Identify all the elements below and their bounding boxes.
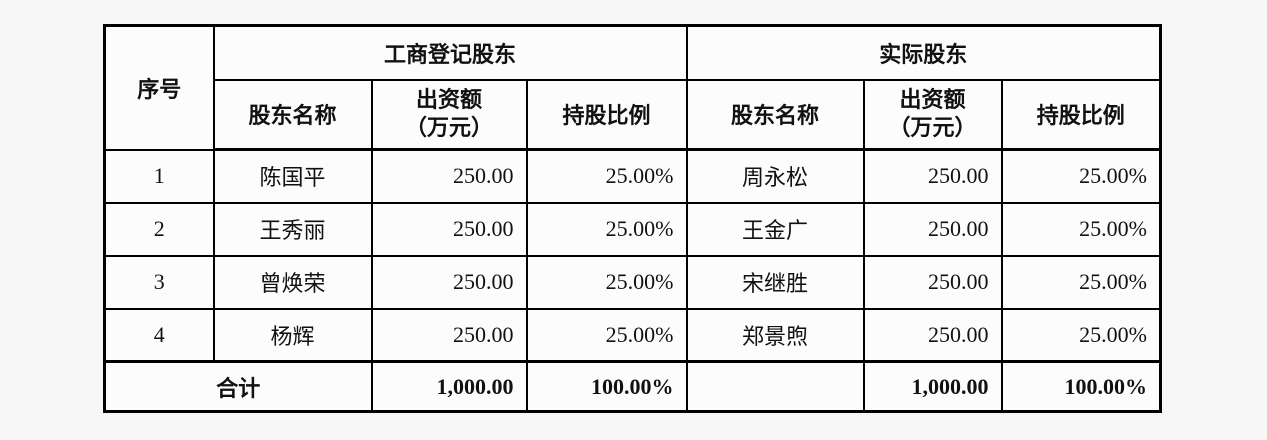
cell-reg-amount: 250.00 xyxy=(370,307,528,363)
cell-reg-name: 曾焕荣 xyxy=(212,254,373,310)
cell-reg-amount: 250.00 xyxy=(370,148,528,204)
group-header-actual: 实际股东 xyxy=(685,24,1162,81)
cell-act-name: 宋继胜 xyxy=(685,254,865,310)
col-header-reg-name: 股东名称 xyxy=(212,78,373,151)
cell-reg-name: 陈国平 xyxy=(212,148,373,204)
cell-reg-amount: 250.00 xyxy=(370,254,528,310)
amount-header-line1: 出资额 xyxy=(899,87,966,113)
table-row: 3 曾焕荣 250.00 25.00% 宋继胜 250.00 25.00% xyxy=(103,254,1162,310)
col-header-reg-amount: 出资额 （万元） xyxy=(370,78,528,151)
cell-act-amount: 250.00 xyxy=(862,254,1003,310)
cell-serial: 2 xyxy=(103,201,215,257)
table-row: 1 陈国平 250.00 25.00% 周永松 250.00 25.00% xyxy=(103,148,1162,204)
cell-act-name: 郑景煦 xyxy=(685,307,865,363)
cell-reg-name: 王秀丽 xyxy=(212,201,373,257)
cell-act-ratio: 25.00% xyxy=(1000,148,1162,204)
cell-act-ratio: 25.00% xyxy=(1000,307,1162,363)
total-row: 合计 1,000.00 100.00% 1,000.00 100.00% xyxy=(103,360,1162,413)
cell-serial: 4 xyxy=(103,307,215,363)
cell-reg-ratio: 25.00% xyxy=(525,254,688,310)
cell-reg-ratio: 25.00% xyxy=(525,201,688,257)
total-act-ratio: 100.00% xyxy=(1000,360,1162,413)
cell-act-amount: 250.00 xyxy=(862,201,1003,257)
group-header-row: 序号 工商登记股东 实际股东 xyxy=(103,24,1162,151)
total-label: 合计 xyxy=(103,360,373,413)
amount-header-line1: 出资额 xyxy=(415,87,482,113)
col-header-act-amount: 出资额 （万元） xyxy=(862,78,1003,151)
cell-reg-ratio: 25.00% xyxy=(525,148,688,204)
cell-reg-name: 杨辉 xyxy=(212,307,373,363)
cell-act-name: 王金广 xyxy=(685,201,865,257)
cell-act-amount: 250.00 xyxy=(862,307,1003,363)
table-row: 4 杨辉 250.00 25.00% 郑景煦 250.00 25.00% xyxy=(103,307,1162,363)
total-reg-ratio: 100.00% xyxy=(525,360,688,413)
cell-act-ratio: 25.00% xyxy=(1000,254,1162,310)
shareholders-table: 序号 工商登记股东 实际股东 股东名称 出资额 （万元） 持股比例 股东名称 出… xyxy=(103,24,1162,413)
total-act-amount: 1,000.00 xyxy=(862,360,1003,413)
cell-reg-amount: 250.00 xyxy=(370,201,528,257)
document-page: 序号 工商登记股东 实际股东 股东名称 出资额 （万元） 持股比例 股东名称 出… xyxy=(103,24,1162,413)
cell-act-name: 周永松 xyxy=(685,148,865,204)
col-header-act-ratio: 持股比例 xyxy=(1000,78,1162,151)
sub-header-row: 股东名称 出资额 （万元） 持股比例 股东名称 出资额 （万元） 持股比例 xyxy=(105,78,1162,151)
cell-act-ratio: 25.00% xyxy=(1000,201,1162,257)
cell-serial: 1 xyxy=(103,148,215,204)
col-header-reg-ratio: 持股比例 xyxy=(525,78,688,151)
total-act-name xyxy=(685,360,865,413)
amount-header-line2: （万元） xyxy=(404,115,493,141)
total-reg-amount: 1,000.00 xyxy=(370,360,528,413)
group-header-registered: 工商登记股东 xyxy=(212,24,688,81)
cell-act-amount: 250.00 xyxy=(862,148,1003,204)
table-row: 2 王秀丽 250.00 25.00% 王金广 250.00 25.00% xyxy=(103,201,1162,257)
amount-header-line2: （万元） xyxy=(888,115,977,141)
cell-serial: 3 xyxy=(103,254,215,310)
cell-reg-ratio: 25.00% xyxy=(525,307,688,363)
col-header-act-name: 股东名称 xyxy=(685,78,865,151)
col-header-serial: 序号 xyxy=(103,24,215,151)
